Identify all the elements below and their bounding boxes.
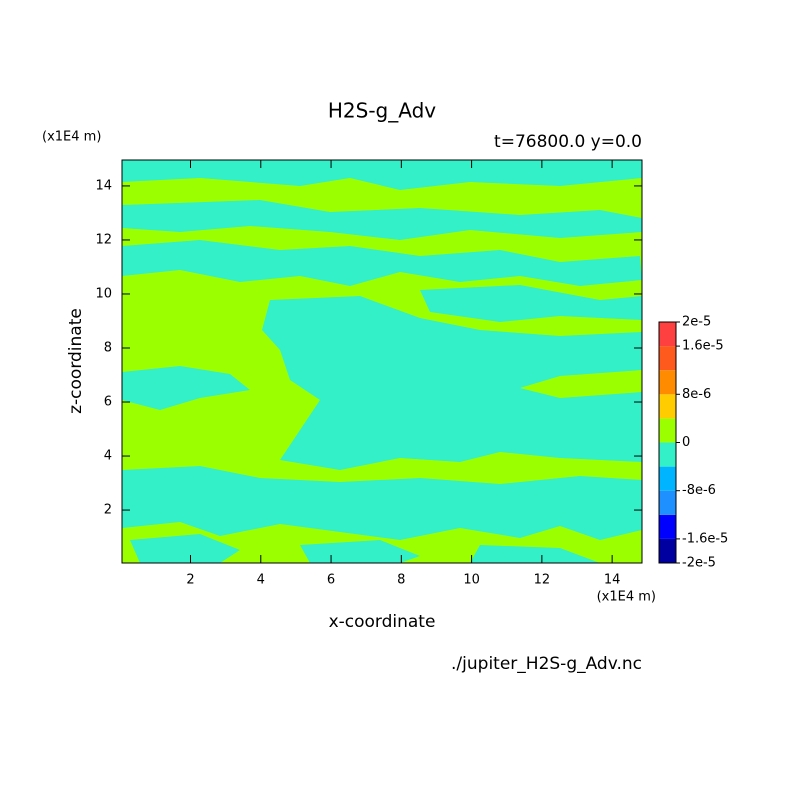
chart-title: H2S-g_Adv <box>328 99 436 123</box>
colorbar-band <box>659 466 676 491</box>
colorbar-band <box>659 490 676 515</box>
colorbar-band <box>659 346 676 371</box>
colorbar-band <box>659 538 676 563</box>
x-tick-label: 14 <box>604 573 621 588</box>
y-tick-label: 10 <box>95 286 112 301</box>
y-tick-label: 14 <box>95 178 112 193</box>
field-blobs <box>122 160 642 563</box>
colorbar-label: 0 <box>682 435 690 450</box>
colorbar-label: -2e-5 <box>682 556 716 571</box>
colorbar-band <box>659 418 676 443</box>
x-tick-label: 12 <box>534 573 551 588</box>
x-tick-label: 6 <box>327 573 335 588</box>
source-file: ./jupiter_H2S-g_Adv.nc <box>451 654 642 674</box>
x-tick-label: 8 <box>397 573 405 588</box>
colorbar-label: 2e-5 <box>682 315 711 330</box>
contour-field <box>122 160 642 563</box>
colorbar-band <box>659 394 676 419</box>
colorbar-band <box>659 514 676 539</box>
x-tick-label: 10 <box>463 573 480 588</box>
x-unit: (x1E4 m) <box>597 590 656 605</box>
colorbar-label: -1.6e-5 <box>682 531 728 546</box>
colorbar-label: -8e-6 <box>682 483 716 498</box>
y-tick-label: 2 <box>104 503 112 518</box>
y-tick-label: 8 <box>104 340 112 355</box>
chart-subtitle: t=76800.0 y=0.0 <box>494 132 642 152</box>
y-tick-label: 4 <box>104 449 112 464</box>
colorbar-band <box>659 322 676 347</box>
y-unit: (x1E4 m) <box>42 130 101 145</box>
colorbar-band <box>659 442 676 467</box>
colorbar-band <box>659 370 676 395</box>
y-axis-label: z-coordinate <box>66 308 86 414</box>
y-tick-label: 6 <box>104 395 112 410</box>
x-axis-label: x-coordinate <box>329 612 436 632</box>
plot-frame <box>121 159 643 564</box>
y-tick-label: 12 <box>95 232 112 247</box>
colorbar-label: 8e-6 <box>682 387 711 402</box>
x-tick-label: 2 <box>186 573 194 588</box>
colorbar-label: 1.6e-5 <box>682 339 724 354</box>
x-tick-label: 4 <box>257 573 265 588</box>
